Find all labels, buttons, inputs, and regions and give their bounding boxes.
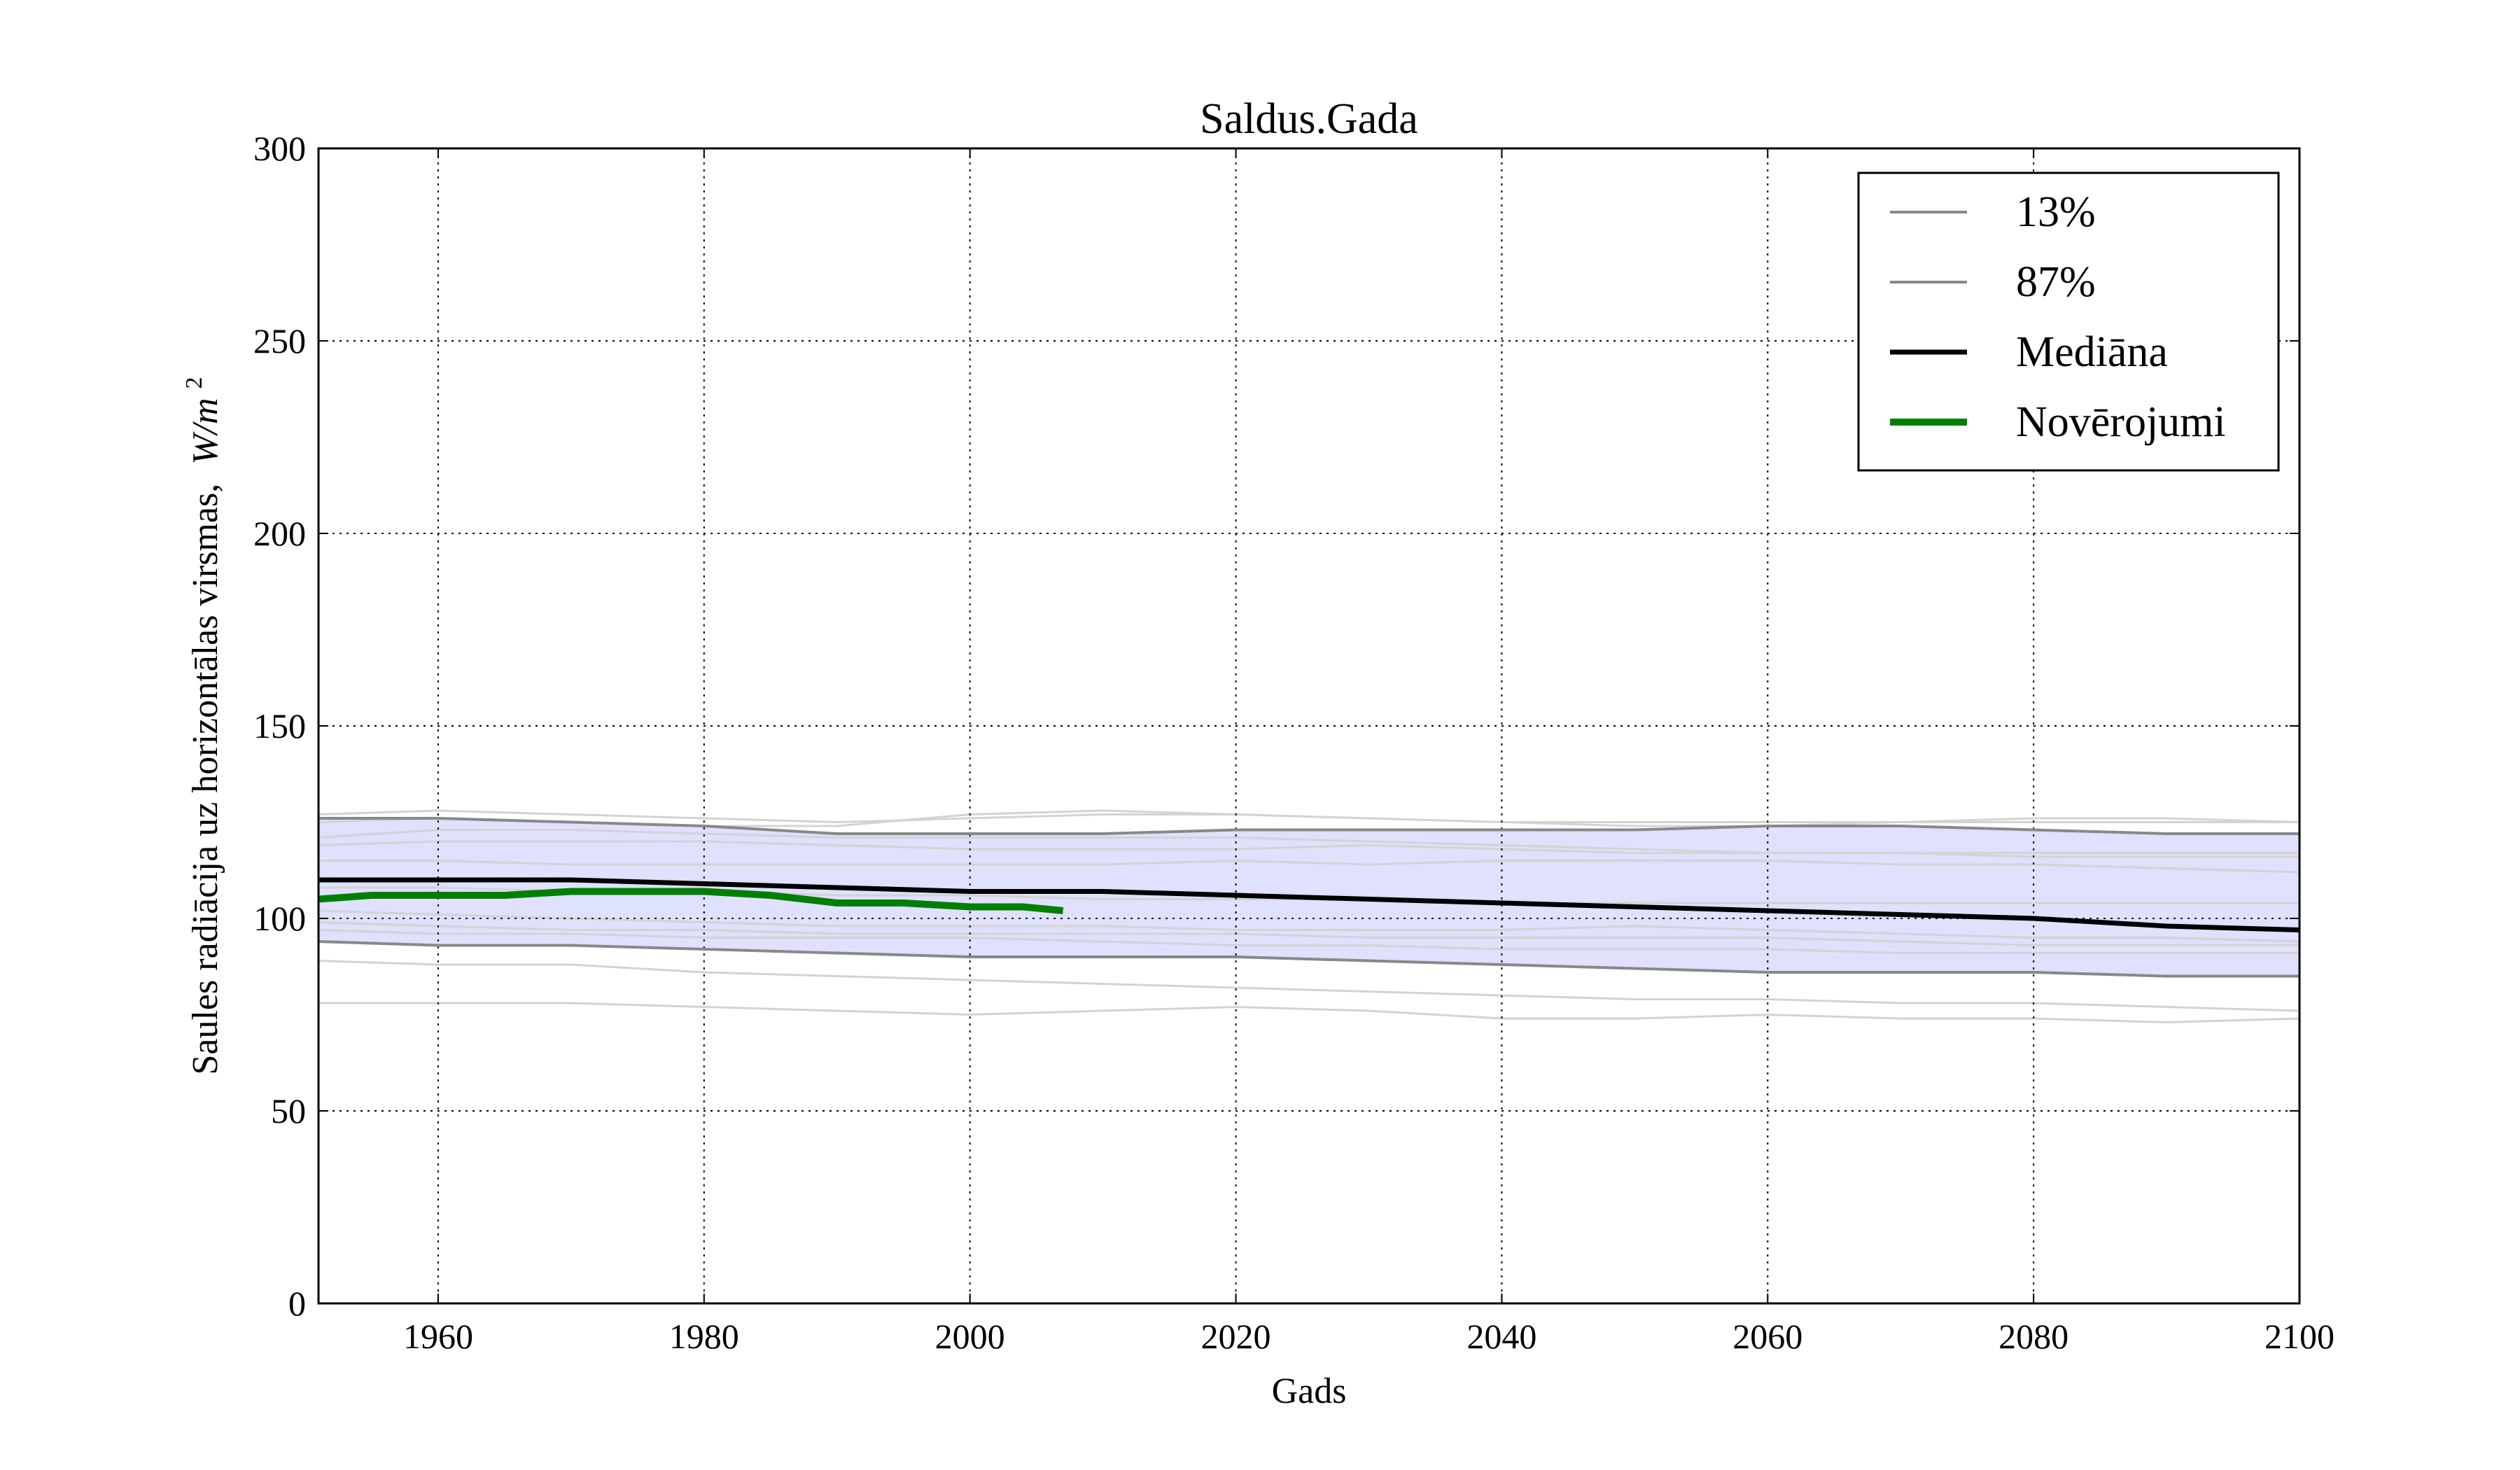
model-line: [318, 829, 2300, 858]
legend: 13% 87% Mediāna Novērojumi: [1857, 172, 2280, 472]
y-tick-label: 300: [253, 129, 306, 168]
legend-label: Novērojumi: [2016, 398, 2226, 446]
ticks-layer: 1960 1980 2000 2020 2040 2060 2080 2100 0 50 100 15…: [253, 129, 2334, 1356]
y-tick-label: 100: [253, 899, 306, 938]
x-tick-label: 2000: [935, 1317, 1005, 1356]
legend-label: 13%: [2016, 188, 2096, 236]
series-line: [318, 877, 2300, 932]
x-tick-label: 1980: [669, 1317, 739, 1356]
model-line: [318, 921, 2300, 946]
legend-label: 87%: [2016, 258, 2096, 306]
chart-title: Saldus.Gada: [1200, 95, 1418, 143]
model-line: [318, 909, 2300, 943]
model-line: [318, 840, 2300, 854]
x-tick-label: 2020: [1201, 1317, 1271, 1356]
series-line: [318, 888, 1064, 914]
y-tick-label: 0: [288, 1284, 306, 1323]
x-tick-label: 2080: [1998, 1317, 2068, 1356]
y-tick-label: 200: [253, 514, 306, 553]
grid-layer: [318, 148, 2300, 1303]
y-axis-label-unit-exponent: 2: [181, 377, 207, 388]
legend-label: Mediāna: [2016, 328, 2168, 376]
series-layer: [318, 817, 2300, 978]
model-line: [318, 929, 2300, 954]
x-tick-label: 2060: [1732, 1317, 1802, 1356]
y-tick-label: 150: [253, 706, 306, 746]
y-axis-label-text: Saules radiācija uz horizontālas virsmas…: [186, 484, 225, 1075]
x-tick-label: 2040: [1466, 1317, 1536, 1356]
x-tick-label: 2100: [2264, 1317, 2334, 1356]
y-tick-label: 250: [253, 321, 306, 360]
y-axis-label: Saules radiācija uz horizontālas virsmas…: [181, 377, 225, 1074]
y-axis-label-unit: W/m: [186, 398, 225, 464]
series-line: [318, 817, 2300, 835]
model-line: [318, 960, 2300, 1012]
model-line: [318, 1002, 2300, 1024]
series-line: [318, 940, 2300, 978]
model-line: [318, 859, 2300, 874]
x-tick-label: 1960: [403, 1317, 473, 1356]
y-tick-label: 50: [271, 1091, 306, 1130]
x-axis-label: Gads: [1272, 1371, 1347, 1411]
plot-area: [318, 148, 2300, 1303]
